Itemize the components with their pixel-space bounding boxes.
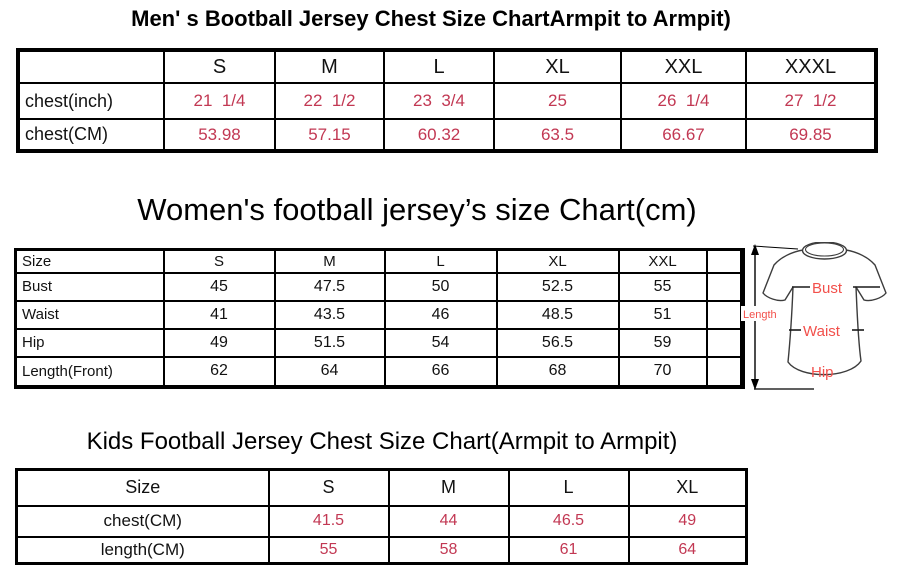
women-col-header-s: S	[162, 248, 276, 274]
size-value: 43.5	[273, 299, 386, 330]
hip-label: Hip	[811, 364, 834, 381]
size-value: 49	[162, 327, 276, 358]
size-value: 57.15	[274, 118, 385, 152]
size-value: 60.32	[383, 118, 495, 152]
women-size-table: Size S M L XL XXL Bust 45 47.5 50 52.5 5…	[14, 248, 745, 389]
kids-col-header-xl: XL	[627, 468, 748, 507]
size-value: 44	[387, 504, 510, 538]
women-col-header-m: M	[273, 248, 386, 274]
size-value: 22 1/2	[274, 82, 385, 120]
size-value: 27 1/2	[745, 82, 877, 120]
size-value: 52.5	[495, 271, 620, 302]
size-value: 46	[383, 299, 498, 330]
size-value: 49	[627, 504, 748, 538]
table-row: length(CM) 55 58 61 64	[15, 535, 748, 565]
table-row: S M L XL XXL XXXL	[17, 49, 877, 84]
men-col-header-m: M	[274, 49, 385, 84]
size-value: 50	[383, 271, 498, 302]
table-row: Length(Front) 62 64 66 68 70	[14, 355, 744, 388]
table-row: chest(CM) 53.98 57.15 60.32 63.5 66.67 6…	[17, 118, 877, 152]
men-col-header-xxxl: XXXL	[745, 49, 877, 84]
size-value: 62	[162, 355, 276, 388]
table-row: chest(inch) 21 1/4 22 1/2 23 3/4 25 26 1…	[17, 82, 877, 120]
blank-cell	[705, 327, 744, 358]
row-label: Hip	[14, 327, 165, 358]
size-value: 64	[627, 535, 748, 565]
men-col-header-s: S	[163, 49, 276, 84]
row-label: length(CM)	[15, 535, 270, 565]
kids-col-header-l: L	[507, 468, 630, 507]
kids-col-header-m: M	[387, 468, 510, 507]
men-col-header-blank	[17, 49, 165, 84]
size-value: 48.5	[495, 299, 620, 330]
women-col-header-xxl: XXL	[617, 248, 708, 274]
kids-col-header-size: Size	[15, 468, 270, 507]
women-chart-title: Women's football jersey’s size Chart(cm)	[137, 192, 697, 227]
kids-col-header-s: S	[267, 468, 390, 507]
blank-cell	[705, 271, 744, 302]
men-chart-title: Men' s Bootball Jersey Chest Size ChartA…	[131, 6, 731, 31]
kids-chart-title: Kids Football Jersey Chest Size Chart(Ar…	[86, 428, 678, 455]
size-value: 58	[387, 535, 510, 565]
size-value: 68	[495, 355, 620, 388]
size-value: 47.5	[273, 271, 386, 302]
kids-size-table: Size S M L XL chest(CM) 41.5 44 46.5 49 …	[15, 468, 748, 565]
size-value: 41.5	[267, 504, 390, 538]
men-col-header-xl: XL	[493, 49, 622, 84]
waist-label: Waist	[803, 323, 841, 340]
women-col-header-xl: XL	[495, 248, 620, 274]
size-value: 70	[617, 355, 708, 388]
women-col-header-size: Size	[14, 248, 165, 274]
size-value: 46.5	[507, 504, 630, 538]
size-value: 53.98	[163, 118, 276, 152]
size-value: 23 3/4	[383, 82, 495, 120]
row-label: Bust	[14, 271, 165, 302]
bust-label: Bust	[812, 280, 843, 297]
women-col-header-blank	[705, 248, 744, 274]
men-size-table: S M L XL XXL XXXL chest(inch) 21 1/4 22 …	[16, 48, 878, 153]
blank-cell	[705, 299, 744, 330]
table-row: Hip 49 51.5 54 56.5 59	[14, 327, 744, 358]
table-row: chest(CM) 41.5 44 46.5 49	[15, 504, 748, 538]
size-value: 56.5	[495, 327, 620, 358]
table-row: Size S M L XL XXL	[14, 248, 744, 274]
size-value: 66	[383, 355, 498, 388]
size-value: 61	[507, 535, 630, 565]
blank-cell	[705, 355, 744, 388]
size-value: 54	[383, 327, 498, 358]
size-value: 51	[617, 299, 708, 330]
size-value: 55	[267, 535, 390, 565]
size-value: 51.5	[273, 327, 386, 358]
size-value: 64	[273, 355, 386, 388]
men-col-header-l: L	[383, 49, 495, 84]
length-label: Length	[743, 309, 777, 321]
table-row: Waist 41 43.5 46 48.5 51	[14, 299, 744, 330]
table-row: Bust 45 47.5 50 52.5 55	[14, 271, 744, 302]
size-value: 25	[493, 82, 622, 120]
men-col-header-xxl: XXL	[620, 49, 747, 84]
size-value: 21 1/4	[163, 82, 276, 120]
women-col-header-l: L	[383, 248, 498, 274]
size-value: 45	[162, 271, 276, 302]
row-label: Length(Front)	[14, 355, 165, 388]
row-label: Waist	[14, 299, 165, 330]
size-value: 69.85	[745, 118, 877, 152]
size-value: 55	[617, 271, 708, 302]
size-value: 63.5	[493, 118, 622, 152]
row-label: chest(CM)	[15, 504, 270, 538]
size-value: 59	[617, 327, 708, 358]
size-value: 41	[162, 299, 276, 330]
size-value: 66.67	[620, 118, 747, 152]
table-row: Size S M L XL	[15, 468, 748, 507]
size-value: 26 1/4	[620, 82, 747, 120]
row-label: chest(inch)	[17, 82, 165, 120]
tshirt-measurement-diagram-icon: Bust Waist Hip Length	[741, 242, 887, 390]
row-label: chest(CM)	[17, 118, 165, 152]
